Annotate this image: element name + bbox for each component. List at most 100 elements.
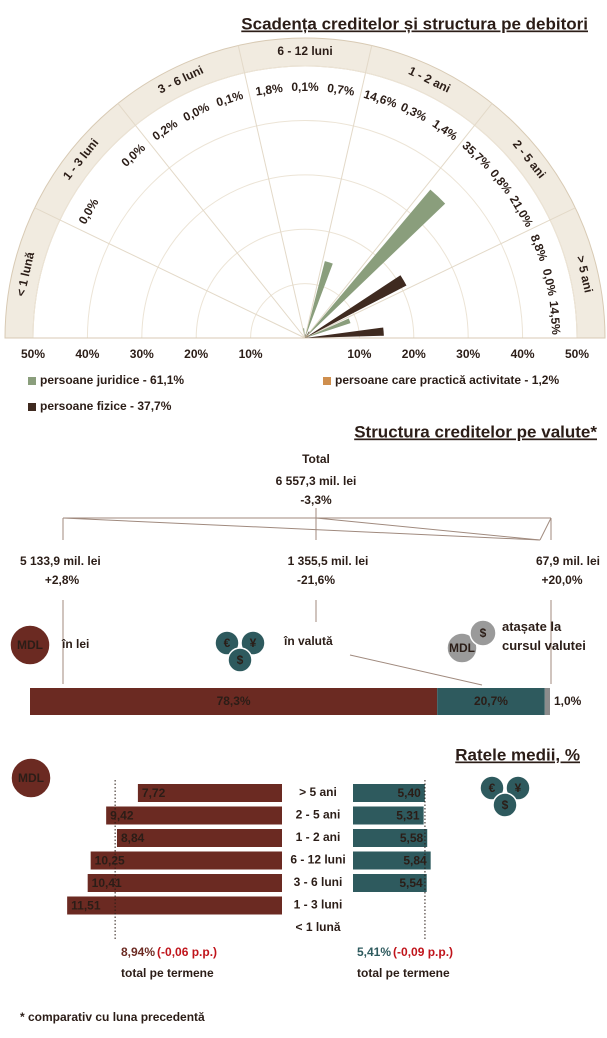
bar: [106, 806, 282, 825]
chart-title: Scadența creditelor și structura pe debi…: [241, 14, 588, 33]
category-label: atașate la cursul valutei: [502, 619, 586, 653]
value-label: 14,5%: [547, 300, 564, 335]
icon-coin: [505, 775, 531, 801]
legend-swatch: [323, 377, 331, 385]
connector: [539, 517, 552, 541]
bar: [116, 829, 282, 847]
icon-text: €: [224, 636, 231, 650]
chart-title: Ratele medii, %: [455, 745, 580, 764]
value-label: 35,7%: [460, 138, 495, 172]
total: 5,41% (-0,09 p.p.): [357, 945, 453, 959]
bar: [353, 784, 425, 802]
r-tick-label: 50%: [565, 347, 589, 361]
total-label: Total: [302, 452, 330, 466]
value-label: 1,8%: [255, 81, 284, 99]
bar: [353, 851, 431, 870]
value-label: 5,84: [403, 854, 427, 868]
value-label: 0,1%: [214, 88, 245, 110]
total-value: 5,41%: [357, 945, 391, 959]
icon-text: MDL: [18, 771, 44, 785]
chart-title: Structura creditelor pe valute*: [354, 422, 597, 441]
value-label: 0,3%: [398, 100, 429, 125]
sector-line: [304, 207, 576, 339]
change: -21,6%: [297, 573, 335, 587]
value-label: 78,3%: [217, 694, 251, 708]
icon-badge: [10, 757, 52, 799]
icon-text: MDL: [17, 638, 43, 652]
r-tick-label: 10%: [239, 347, 263, 361]
value-label: 11,51: [71, 899, 101, 913]
value-label: 10,25: [95, 854, 125, 868]
r-tick-label: 40%: [75, 347, 99, 361]
value-label: 5,31: [396, 809, 420, 823]
wedge: [305, 336, 306, 338]
icon-badge: [446, 632, 478, 664]
grid-arc: [86, 119, 524, 339]
wedge: [305, 327, 384, 338]
sector-line: [34, 207, 306, 339]
value-label: 0,2%: [150, 116, 181, 143]
wedge: [305, 335, 309, 338]
r-tick-label: 50%: [21, 347, 45, 361]
grid-arc: [141, 174, 469, 339]
total: 8,94% (-0,06 p.p.): [121, 945, 217, 959]
change: +2,8%: [45, 573, 80, 587]
value-label: 9,42: [110, 809, 134, 823]
r-tick-label: 20%: [402, 347, 426, 361]
wedge: [305, 189, 446, 338]
sector-line: [304, 103, 493, 339]
icon-text: ¥: [250, 636, 257, 650]
grid-arc: [32, 65, 578, 339]
wedge: [303, 328, 305, 338]
change: +20,0%: [541, 573, 582, 587]
grid-arc: [250, 283, 360, 339]
value-label: 5,40: [397, 786, 421, 800]
bar: [137, 784, 282, 802]
wedge: [305, 334, 306, 338]
value-label: 20,7%: [474, 694, 508, 708]
icon-text: MDL: [449, 641, 475, 655]
category-label: în valută: [283, 634, 333, 648]
amount: 5 133,9 mil. lei: [20, 554, 101, 568]
bar-segment: [30, 688, 438, 715]
r-tick-label: 30%: [130, 347, 154, 361]
total-change: (-0,06 p.p.): [157, 945, 217, 959]
amount: 67,9 mil. lei: [536, 554, 600, 568]
icon-text: $: [237, 653, 244, 667]
legend-swatch: [28, 377, 36, 385]
category-label: în lei: [61, 637, 89, 651]
value-label: 5,58: [400, 831, 424, 845]
icon-badge: [9, 624, 51, 666]
value-label: 5,54: [399, 876, 423, 890]
value-label: 8,84: [121, 831, 145, 845]
r-tick-label: 10%: [347, 347, 371, 361]
icon-text: €: [489, 781, 496, 795]
value-label: 0,0%: [119, 140, 149, 169]
category-label: 2 - 5 ani: [296, 808, 341, 822]
total-amount: 6 557,3 mil. lei: [276, 474, 357, 488]
r-tick-label: 20%: [184, 347, 208, 361]
bar-segment: [544, 688, 550, 715]
r-tick-label: 30%: [456, 347, 480, 361]
icon-text: $: [480, 626, 487, 640]
icon-coin: [240, 630, 266, 656]
wedge: [305, 261, 333, 338]
category-label: 1 - 3 luni: [294, 898, 343, 912]
bar-segment: [437, 688, 545, 715]
total-note: total pe termene: [357, 966, 450, 980]
category-label: 6 - 12 luni: [290, 853, 345, 867]
icon-coin: [492, 792, 518, 818]
value-label: 0,0%: [181, 100, 212, 125]
grid-arc: [195, 228, 415, 339]
value-label: 0,1%: [291, 80, 319, 94]
category-label: > 5 ani: [299, 785, 337, 799]
bar: [353, 806, 424, 825]
legend-swatch: [28, 403, 36, 411]
total-change: -3,3%: [300, 493, 332, 507]
sector-line: [117, 103, 306, 339]
value-label: 0,7%: [326, 81, 355, 99]
wedge: [305, 275, 407, 338]
total-note: total pe termene: [121, 966, 214, 980]
amount: 1 355,5 mil. lei: [288, 554, 369, 568]
value-label: 7,72: [142, 786, 166, 800]
